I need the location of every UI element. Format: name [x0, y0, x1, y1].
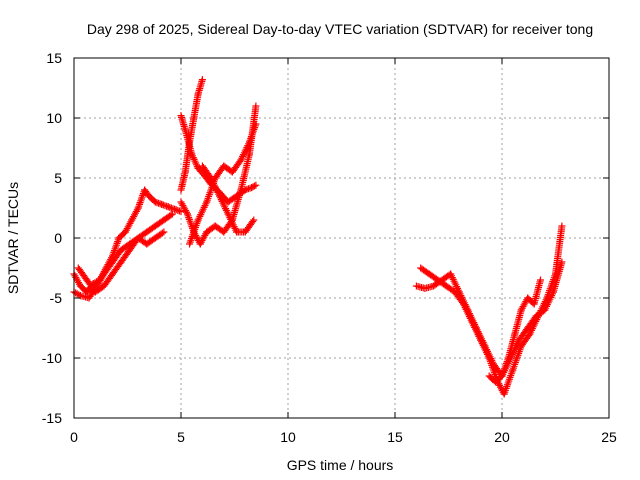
- data-point: [167, 211, 175, 219]
- data-point: [183, 208, 191, 216]
- y-axis-ticks: -15 -10 -5 0 5 10 15: [42, 50, 609, 426]
- data-point: [250, 182, 258, 190]
- x-tick-label: 20: [494, 429, 510, 445]
- data-point: [558, 222, 566, 230]
- series-trace-11: [485, 276, 545, 386]
- data-point: [252, 102, 260, 110]
- x-axis-ticks: 0 5 10 15 20 25: [70, 58, 617, 445]
- grid: [74, 58, 609, 418]
- data-point: [249, 218, 257, 225]
- x-tick-label: 5: [177, 429, 185, 445]
- chart-title: Day 298 of 2025, Sidereal Day-to-day VTE…: [87, 21, 593, 37]
- y-axis-label: SDTVAR / TECUs: [5, 182, 21, 294]
- series-trace-10: [412, 258, 566, 380]
- data-point: [250, 216, 258, 224]
- x-tick-label: 15: [387, 429, 403, 445]
- y-tick-label: 0: [54, 230, 62, 246]
- data-point: [177, 208, 185, 216]
- data-point: [252, 181, 260, 189]
- data-point: [133, 206, 141, 214]
- data-point: [252, 120, 260, 128]
- x-tick-label: 0: [70, 429, 78, 445]
- x-axis-label: GPS time / hours: [287, 457, 394, 473]
- data-point: [158, 229, 166, 237]
- y-tick-label: 10: [46, 110, 62, 126]
- data-series: [70, 76, 566, 398]
- y-tick-label: -10: [42, 350, 62, 366]
- x-tick-label: 10: [280, 429, 296, 445]
- x-tick-label: 25: [601, 429, 617, 445]
- series-trace-1: [70, 186, 185, 296]
- y-tick-label: -5: [50, 290, 63, 306]
- data-point: [558, 258, 566, 266]
- data-point: [160, 228, 168, 236]
- y-tick-label: 5: [54, 170, 62, 186]
- data-point: [168, 210, 176, 218]
- data-point: [75, 291, 83, 299]
- data-point: [537, 276, 545, 284]
- data-point: [198, 76, 206, 84]
- series-trace-8: [198, 162, 258, 236]
- series-trace-6: [177, 76, 206, 194]
- series-trace-3: [74, 228, 168, 296]
- y-tick-label: 15: [46, 50, 62, 66]
- y-tick-label: -15: [42, 410, 62, 426]
